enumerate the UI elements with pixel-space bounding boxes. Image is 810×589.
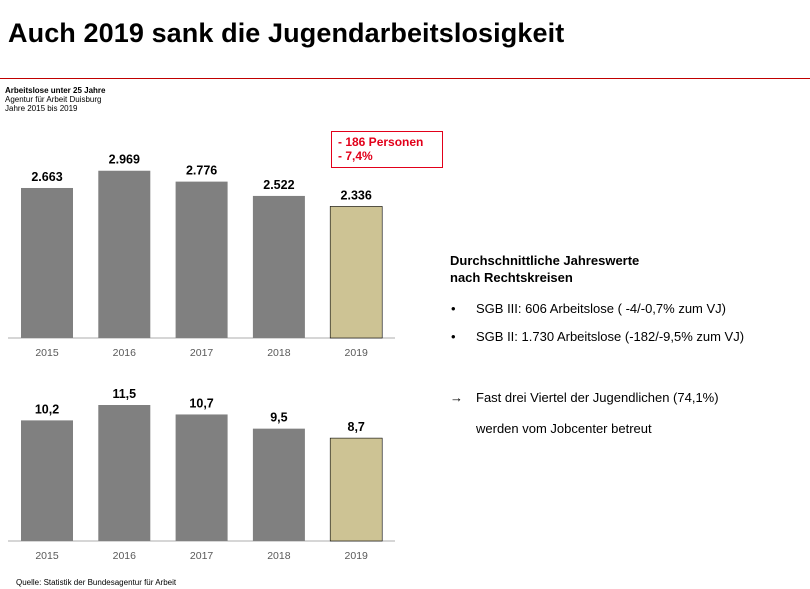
annotation-persons: - 186 Personen: [338, 135, 424, 149]
value-label-2016: 11,5: [112, 387, 136, 401]
x-tick-label-2016: 2016: [113, 550, 137, 562]
x-tick-label-2018: 2018: [267, 550, 291, 562]
unemployment-rate-chart: 10,2 2015 11,5 2016 10,7 2017 9,5 2018 8,7 2019: [8, 387, 395, 562]
conclusion-line-1: Fast drei Viertel der Jugendlichen (74,1…: [476, 390, 719, 405]
legal-area-list: • SGB III: 606 Arbeitslose ( -4/-0,7% zu…: [450, 300, 810, 345]
annotation-percent: - 7,4%: [338, 149, 373, 163]
x-tick-label-2016: 2016: [113, 347, 137, 359]
bar-2017: [175, 414, 228, 541]
list-item: • SGB II: 1.730 Arbeitslose (-182/-9,5% …: [450, 328, 810, 345]
bar-2015: [21, 420, 73, 541]
value-label-2018: 9,5: [270, 411, 287, 425]
list-item: • SGB III: 606 Arbeitslose ( -4/-0,7% zu…: [450, 300, 810, 317]
value-label-2017: 2.776: [186, 164, 217, 178]
arrow-right-icon: →: [450, 390, 463, 405]
source-note: Quelle: Statistik der Bundesagentur für …: [16, 578, 177, 587]
subtitle-line-3: Jahre 2015 bis 2019: [5, 104, 78, 113]
x-tick-label-2019: 2019: [345, 347, 369, 359]
subtitle-line-1: Arbeitslose unter 25 Jahre: [5, 86, 106, 95]
x-tick-label-2017: 2017: [190, 550, 214, 562]
bullet-text-sgb3: SGB III: 606 Arbeitslose ( -4/-0,7% zum …: [476, 301, 726, 316]
value-label-2015: 10,2: [35, 402, 59, 416]
change-annotation: - 186 Personen - 7,4%: [331, 131, 443, 168]
value-label-2019: 8,7: [348, 420, 365, 434]
bar-2016: [98, 170, 151, 338]
conclusion-line-2: werden vom Jobcenter betreut: [476, 421, 652, 436]
panel-heading-line-1: Durchschnittliche Jahreswerte: [450, 253, 640, 268]
conclusion: → Fast drei Viertel der Jugendlichen (74…: [450, 389, 810, 437]
value-label-2019: 2.336: [341, 188, 372, 202]
bar-2015: [21, 187, 73, 338]
value-label-2017: 10,7: [189, 396, 213, 410]
x-tick-label-2018: 2018: [267, 347, 291, 359]
bar-2017: [175, 181, 228, 338]
panel-heading: Durchschnittliche Jahreswerte nach Recht…: [450, 252, 810, 286]
x-tick-label-2019: 2019: [345, 550, 369, 562]
bar-2019: [329, 206, 383, 339]
x-tick-label-2015: 2015: [35, 550, 59, 562]
chart-subtitle: Arbeitslose unter 25 Jahre Agentur für A…: [5, 86, 105, 113]
bar-2019: [329, 437, 383, 542]
unemployed-count-chart: 2.663 2015 2.969 2016 2.776 2017 2.522 2018 2.33…: [8, 153, 395, 359]
bullet-icon: •: [451, 329, 456, 344]
x-tick-label-2015: 2015: [35, 347, 59, 359]
title-divider: [0, 78, 810, 79]
x-tick-label-2017: 2017: [190, 347, 214, 359]
value-label-2016: 2.969: [109, 153, 140, 167]
value-label-2015: 2.663: [31, 170, 62, 184]
bar-2018: [252, 428, 305, 541]
info-panel: Durchschnittliche Jahreswerte nach Recht…: [450, 252, 810, 437]
slide-title: Auch 2019 sank die Jugendarbeitslosigkei…: [8, 18, 565, 48]
bar-2016: [98, 405, 151, 541]
value-label-2018: 2.522: [263, 178, 294, 192]
bullet-icon: •: [451, 301, 456, 316]
bar-2018: [252, 195, 305, 338]
panel-heading-line-2: nach Rechtskreisen: [450, 270, 573, 285]
bullet-text-sgb2: SGB II: 1.730 Arbeitslose (-182/-9,5% zu…: [476, 329, 745, 344]
subtitle-line-2: Agentur für Arbeit Duisburg: [5, 95, 102, 104]
